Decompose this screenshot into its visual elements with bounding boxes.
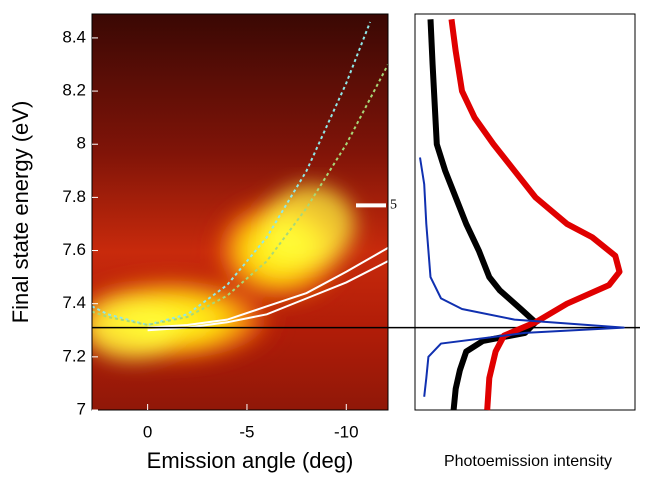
annotation: 5 xyxy=(390,198,397,213)
plot-frame xyxy=(91,13,389,411)
y-axis-label: Final state energy (eV) xyxy=(8,101,33,324)
y-tick-label: 8.4 xyxy=(62,27,86,46)
y-tick-label: 7.2 xyxy=(62,346,86,365)
x-tick-label: -10 xyxy=(334,422,359,441)
plot-frame xyxy=(414,13,636,411)
curve xyxy=(91,64,389,326)
x-axis-label: Emission angle (deg) xyxy=(147,448,354,473)
curve xyxy=(147,247,389,329)
x-tick-label: 0 xyxy=(143,422,152,441)
profile-curve xyxy=(448,18,623,411)
y-tick-label: 7.8 xyxy=(62,187,86,206)
profile-curve xyxy=(419,157,625,397)
profile-curve xyxy=(427,19,539,411)
x-tick-label: -5 xyxy=(239,422,254,441)
y-tick-label: 8 xyxy=(77,134,86,153)
curve xyxy=(91,21,372,326)
y-tick-label: 7.6 xyxy=(62,240,86,259)
y-tick-label: 8.2 xyxy=(62,81,86,100)
y-tick-label: 7.4 xyxy=(62,293,86,312)
plots: 7 7.2 7.4 7.6 7.8 8 8.2 8.4 0 -5 -10 5 xyxy=(62,13,640,441)
y-tick-label: 7 xyxy=(77,399,86,418)
x-axis-label: Photoemission intensity xyxy=(444,453,612,470)
intensity-map xyxy=(92,14,388,410)
